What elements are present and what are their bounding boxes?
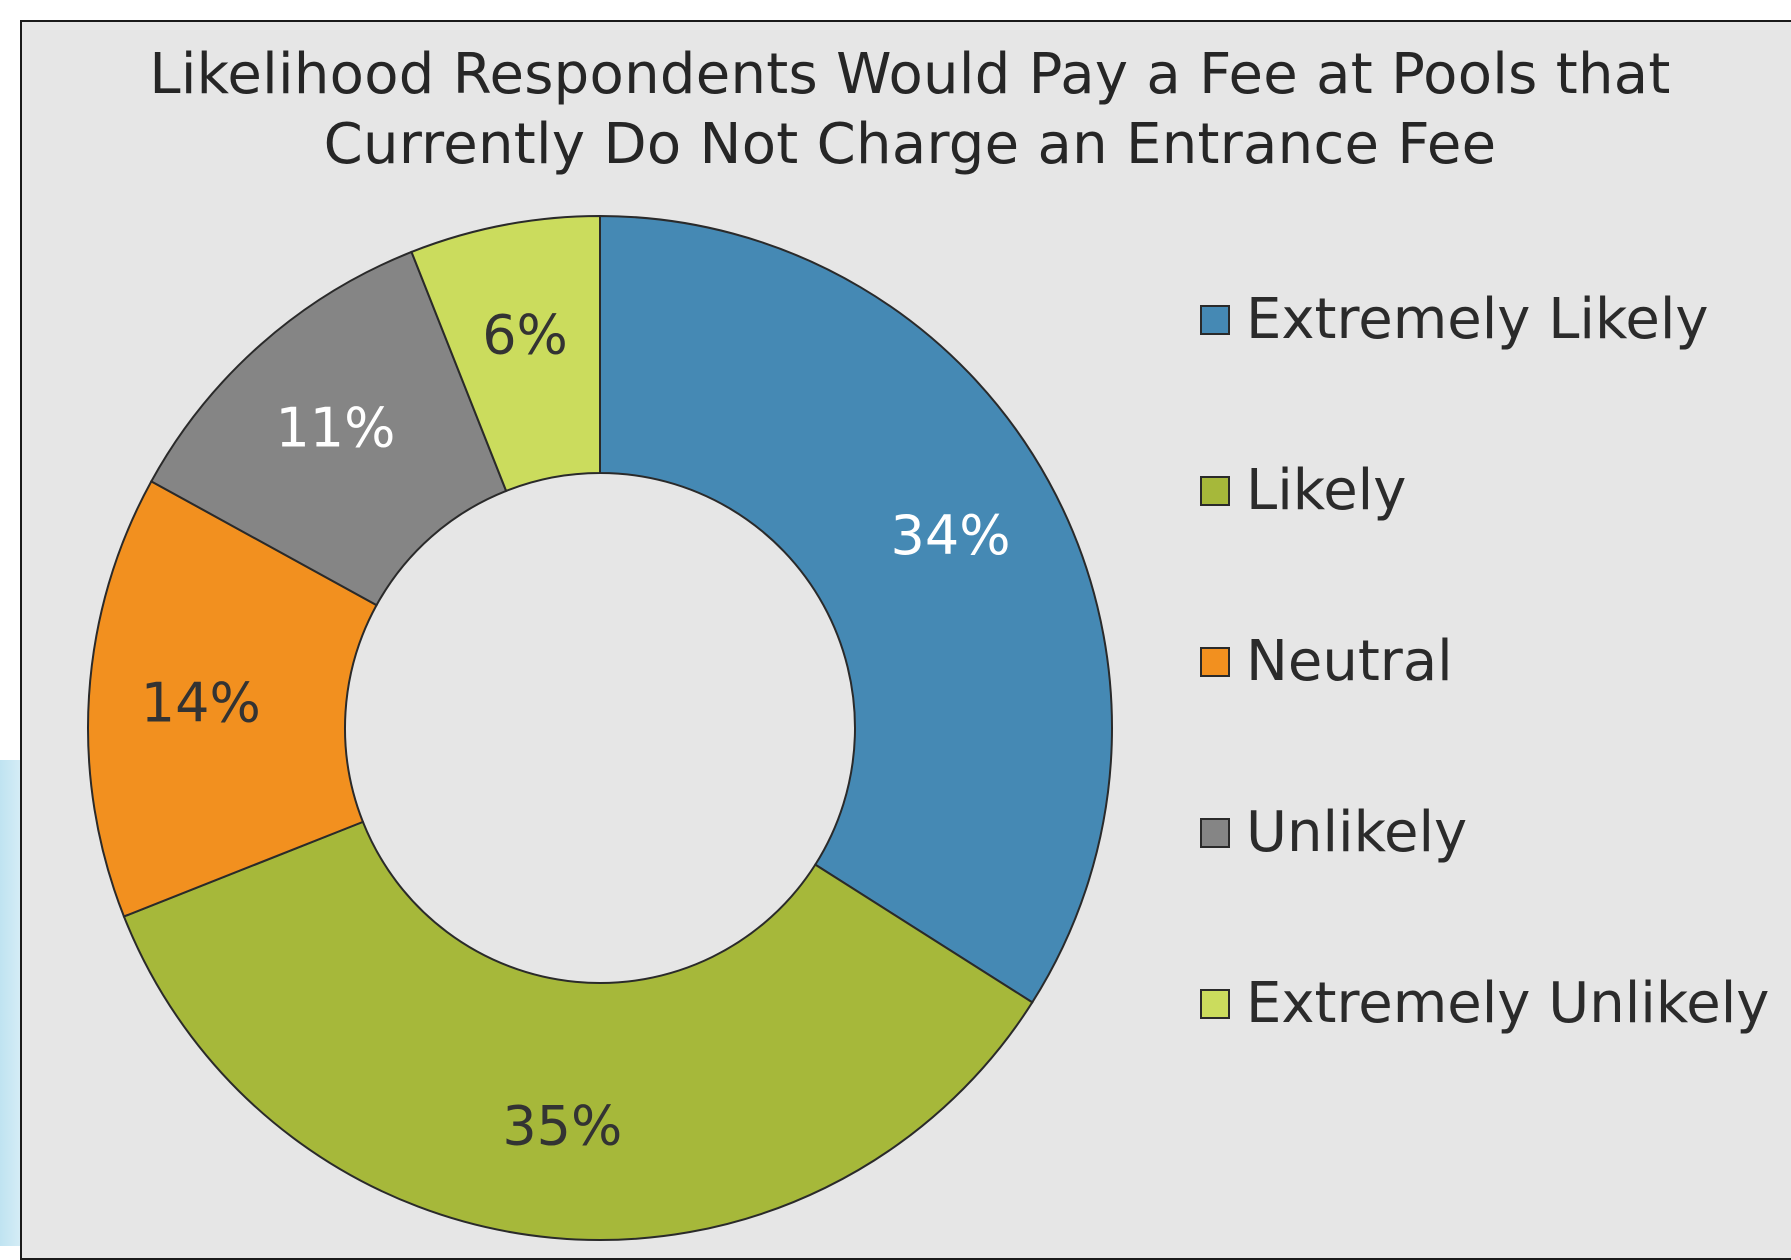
legend-item-likely: Likely bbox=[1200, 461, 1406, 521]
legend-swatch bbox=[1200, 989, 1230, 1019]
slice-neutral bbox=[87, 479, 378, 918]
legend-swatch bbox=[1200, 476, 1230, 506]
data-label-extremely-unlikely: 6% bbox=[482, 304, 568, 367]
data-label-likely: 35% bbox=[502, 1095, 622, 1158]
legend-label: Unlikely bbox=[1246, 800, 1468, 865]
data-label-extremely-likely: 34% bbox=[891, 504, 1011, 567]
legend-item-neutral: Neutral bbox=[1200, 632, 1453, 692]
legend-swatch bbox=[1200, 818, 1230, 848]
legend-label: Likely bbox=[1246, 458, 1407, 523]
legend-label: Neutral bbox=[1246, 629, 1453, 694]
slice-extremely-unlikely bbox=[410, 214, 601, 493]
legend-label: Extremely Likely bbox=[1246, 287, 1709, 352]
legend-swatch bbox=[1200, 305, 1230, 335]
legend-item-extremely-unlikely: Extremely Unlikely bbox=[1200, 974, 1769, 1034]
legend-label: Extremely Unlikely bbox=[1246, 971, 1770, 1036]
data-label-neutral: 14% bbox=[141, 671, 261, 734]
slice-likely bbox=[122, 820, 1034, 1241]
slice-extremely-likely bbox=[599, 214, 1113, 1004]
legend-swatch bbox=[1200, 647, 1230, 677]
legend-item-unlikely: Unlikely bbox=[1200, 803, 1467, 863]
legend-item-extremely-likely: Extremely Likely bbox=[1200, 290, 1709, 350]
slice-unlikely bbox=[149, 250, 508, 607]
chart-title: Likelihood Respondents Would Pay a Fee a… bbox=[149, 42, 1671, 177]
data-label-unlikely: 11% bbox=[275, 396, 395, 459]
